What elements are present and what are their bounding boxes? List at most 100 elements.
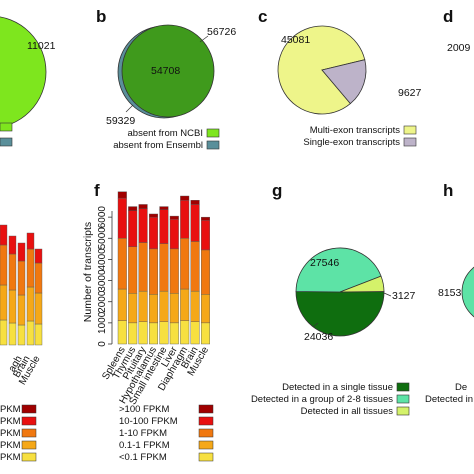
bar-segment	[169, 322, 179, 345]
panel-c: 45081 9627 Multi-exon transcripts Single…	[277, 25, 422, 148]
legend-swatch-c-1	[403, 125, 417, 135]
bar-segment	[180, 238, 190, 290]
pie-c-label-2: 9627	[398, 87, 422, 99]
bar-segment	[148, 248, 158, 295]
legend-swatch-g-1	[396, 382, 410, 392]
bar-segment	[169, 215, 179, 220]
bar-segment	[159, 321, 169, 345]
pie-h-label: 8153	[438, 287, 462, 299]
bar-segment	[8, 253, 17, 291]
bar-segment	[8, 322, 17, 346]
y-tick-label: 4000	[97, 248, 108, 271]
legend-swatch-f	[198, 452, 214, 462]
bar-segment	[0, 244, 8, 286]
bar-segment	[117, 191, 127, 199]
bar-segment	[117, 320, 127, 345]
bar-segment	[34, 262, 43, 294]
y-tick-label: 6000	[97, 206, 108, 229]
legend-swatch-f	[198, 404, 214, 414]
venn-circle-ncbi	[121, 24, 215, 118]
bar-segment	[159, 243, 169, 292]
bar-segment	[128, 293, 138, 324]
leader-line	[199, 35, 209, 43]
legend-g-1: Detected in a single tissue	[282, 382, 393, 393]
legend-swatch-a-1	[0, 122, 13, 132]
bar-segment	[34, 292, 43, 325]
legend-b-1: absent from NCBI	[128, 128, 204, 139]
bar-segment	[138, 290, 148, 322]
legend-swatch-a-2	[0, 137, 13, 147]
bar-segment	[117, 197, 127, 239]
panel-g: 27546 3127 24036 Detected in a single ti…	[251, 247, 416, 417]
bar-segment	[200, 220, 210, 251]
bar-segment	[148, 216, 158, 250]
bar-segment	[17, 260, 26, 296]
bar-segment	[17, 242, 26, 262]
bar-segment	[148, 322, 158, 345]
bar-segment	[138, 242, 148, 292]
bar-segment	[159, 209, 169, 244]
bar-segment	[200, 294, 210, 324]
bar-segment	[148, 213, 158, 218]
legend-swatch-b-2	[206, 140, 220, 150]
legend-h-1: De	[455, 382, 467, 393]
pie-slice	[277, 25, 366, 115]
bar-segment	[34, 248, 43, 264]
legend-f-label: 1-10 FPKM	[119, 428, 167, 439]
legend-g-3: Detected in all tissues	[301, 406, 394, 417]
pie-g-label-3: 3127	[392, 290, 416, 302]
bar-segment	[17, 324, 26, 346]
panel-e: agh Brain Muscle	[0, 224, 43, 387]
panel-h: 8153 De Detected in	[425, 266, 474, 405]
legend-swatch-e-5	[21, 452, 37, 462]
legend-swatch-e-1	[21, 404, 37, 414]
panel-letter-g: g	[272, 181, 282, 200]
bar-segment	[190, 204, 200, 242]
bar-segment	[138, 204, 148, 209]
bar-segment	[190, 200, 200, 205]
venn-b-label-left: 59329	[106, 115, 135, 127]
legend-swatch-g-3	[396, 406, 410, 416]
bar-segment	[169, 248, 179, 294]
leader-line	[312, 322, 319, 328]
bar-segment	[0, 284, 8, 321]
panel-a: 11021	[0, 16, 56, 147]
bar-segment	[128, 246, 138, 294]
venn-b-label-center: 54708	[151, 65, 180, 77]
panel-d: 2009	[447, 42, 471, 54]
legend-f-label: >100 FPKM	[119, 404, 170, 415]
leader-line	[383, 292, 392, 297]
bar-segment	[26, 248, 35, 288]
panel-letter-f: f	[94, 181, 100, 200]
bar-segment	[148, 294, 158, 324]
legend-swatch-e-2	[21, 416, 37, 426]
legend-e-3: PKM	[0, 428, 21, 439]
bar-segment	[17, 294, 26, 326]
bar-segment	[169, 219, 179, 250]
pie-d-label: 2009	[447, 42, 471, 54]
legend-c-1: Multi-exon transcripts	[310, 125, 401, 136]
y-tick-label: 5000	[97, 227, 108, 250]
bar-segment	[117, 238, 127, 290]
bar-segment	[190, 241, 200, 292]
legend-swatch-c-2	[403, 137, 417, 147]
legend-e-4: PKM	[0, 440, 21, 451]
panel-letter-d: d	[443, 7, 453, 26]
bar-segment	[26, 286, 35, 322]
y-tick-label: 3000	[97, 269, 108, 292]
bar-segment	[8, 289, 17, 324]
bar-segment	[169, 293, 179, 324]
bar-segment	[200, 216, 210, 221]
bar-segment	[138, 321, 148, 345]
legend-f-label: 0.1-1 FPKM	[119, 440, 170, 451]
bar-segment	[180, 320, 190, 345]
bar-segment	[180, 200, 190, 239]
bar-segment	[159, 290, 169, 322]
bar-segment	[138, 208, 148, 243]
legend-swatch-g-2	[396, 394, 410, 404]
pie-g-label-2: 24036	[304, 331, 333, 343]
bar-segment	[26, 232, 35, 250]
legend-e-1: PKM	[0, 404, 21, 415]
